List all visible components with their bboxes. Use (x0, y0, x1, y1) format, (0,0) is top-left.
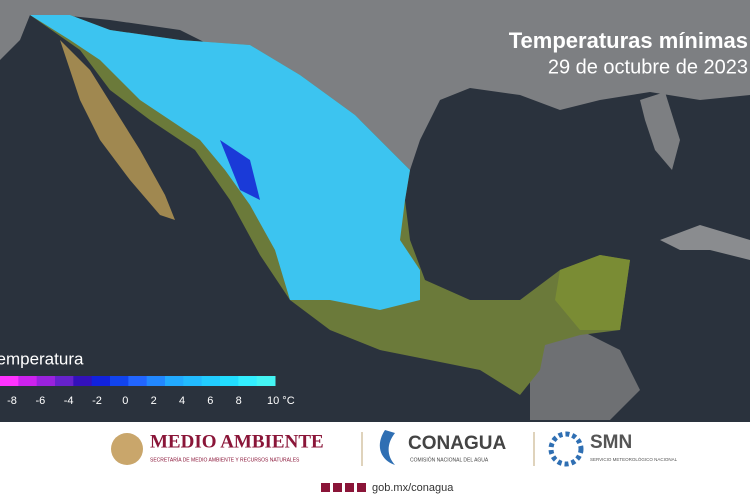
legend-swatch (18, 376, 38, 386)
semarnat-sub: SECRETARÍA DE MEDIO AMBIENTE Y RECURSOS … (150, 456, 300, 463)
legend-swatch (220, 376, 239, 386)
legend-bar (0, 376, 276, 386)
legend-swatch (36, 376, 56, 386)
legend-tick-label: 4 (179, 395, 185, 407)
legend-tick-label: -4 (64, 395, 74, 407)
cold-core (220, 140, 260, 200)
legend-ticks: -8 -6 -4 -2 0 2 4 6 8 10 °C (7, 395, 295, 407)
legend-swatch (146, 376, 166, 386)
legend-tick-label: 0 (122, 395, 128, 407)
legend-swatch (91, 376, 111, 386)
smn-name: SMN (590, 432, 632, 453)
legend-swatch (128, 376, 148, 386)
social-icon (357, 483, 366, 492)
social-icon (321, 483, 330, 492)
legend-title: Temperatura (0, 349, 84, 368)
legend-swatch (55, 376, 74, 386)
legend-tick-label: -2 (92, 395, 102, 407)
legend-tick-label: 6 (207, 395, 213, 407)
cold-area (30, 15, 420, 310)
title: Temperaturas mínimas (509, 28, 748, 53)
date: 29 de octubre de 2023 (548, 56, 748, 78)
central-america (530, 330, 640, 420)
legend-swatch (238, 376, 258, 386)
semarnat-name: MEDIO AMBIENTE (150, 431, 324, 452)
legend-swatch (256, 376, 276, 386)
conagua-name: CONAGUA (408, 433, 506, 454)
florida (640, 92, 680, 170)
legend-swatch (165, 376, 184, 386)
legend-tick-label: -6 (35, 395, 45, 407)
legend-tick-label: 2 (151, 395, 157, 407)
usa-land (0, 0, 750, 170)
social-icon (345, 483, 354, 492)
cuba (660, 225, 750, 260)
legend-tick-label: 10 °C (267, 395, 295, 407)
legend-swatch (183, 376, 203, 386)
url[interactable]: gob.mx/conagua (372, 482, 454, 494)
smn-logo (548, 431, 584, 467)
conagua-sub: COMISIÓN NACIONAL DEL AGUA (410, 456, 489, 463)
legend-swatch (73, 376, 93, 386)
semarnat-emblem (111, 433, 143, 465)
legend-swatch (0, 376, 19, 386)
legend-tick-label: 8 (236, 395, 242, 407)
yucatan (555, 255, 630, 330)
legend-swatch (201, 376, 221, 386)
conagua-logo (379, 430, 395, 465)
baja (60, 40, 175, 220)
social-icon (333, 483, 342, 492)
legend-swatch (110, 376, 129, 386)
legend-tick-label: -8 (7, 395, 17, 407)
smn-sub: SERVICIO METEOROLÓGICO NACIONAL (590, 456, 678, 462)
